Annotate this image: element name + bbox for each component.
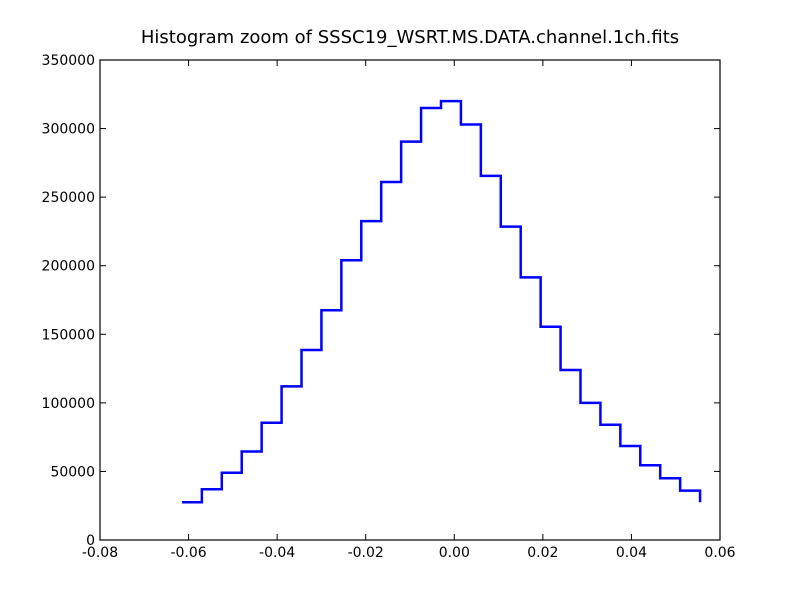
tick-labels: -0.08 -0.06 -0.04 -0.02 0.00 0.02 0.04 0.06 0 500… xyxy=(42,53,736,561)
plot-frame xyxy=(99,59,721,541)
y-tick-label: 350000 xyxy=(42,53,95,69)
x-tick-label: -0.04 xyxy=(259,545,295,561)
x-tick-label: 0.04 xyxy=(616,545,647,561)
x-tick-label: 0.00 xyxy=(439,545,470,561)
y-tick-label: 100000 xyxy=(42,396,95,412)
axis-ticks xyxy=(99,59,721,541)
chart-title: Histogram zoom of SSSC19_WSRT.MS.DATA.ch… xyxy=(140,27,680,48)
y-tick-label: 150000 xyxy=(42,327,95,343)
y-tick-label: 0 xyxy=(86,533,95,549)
histogram-step-line xyxy=(181,99,702,504)
y-tick-label: 250000 xyxy=(42,190,95,206)
y-tick-label: 50000 xyxy=(50,464,95,480)
x-tick-label: 0.02 xyxy=(527,545,558,561)
x-tick-label: -0.06 xyxy=(170,545,206,561)
y-tick-label: 200000 xyxy=(42,259,95,275)
y-tick-label: 300000 xyxy=(42,122,95,138)
x-tick-label: 0.06 xyxy=(704,545,735,561)
x-tick-label: -0.08 xyxy=(82,545,118,561)
x-tick-label: -0.02 xyxy=(348,545,384,561)
